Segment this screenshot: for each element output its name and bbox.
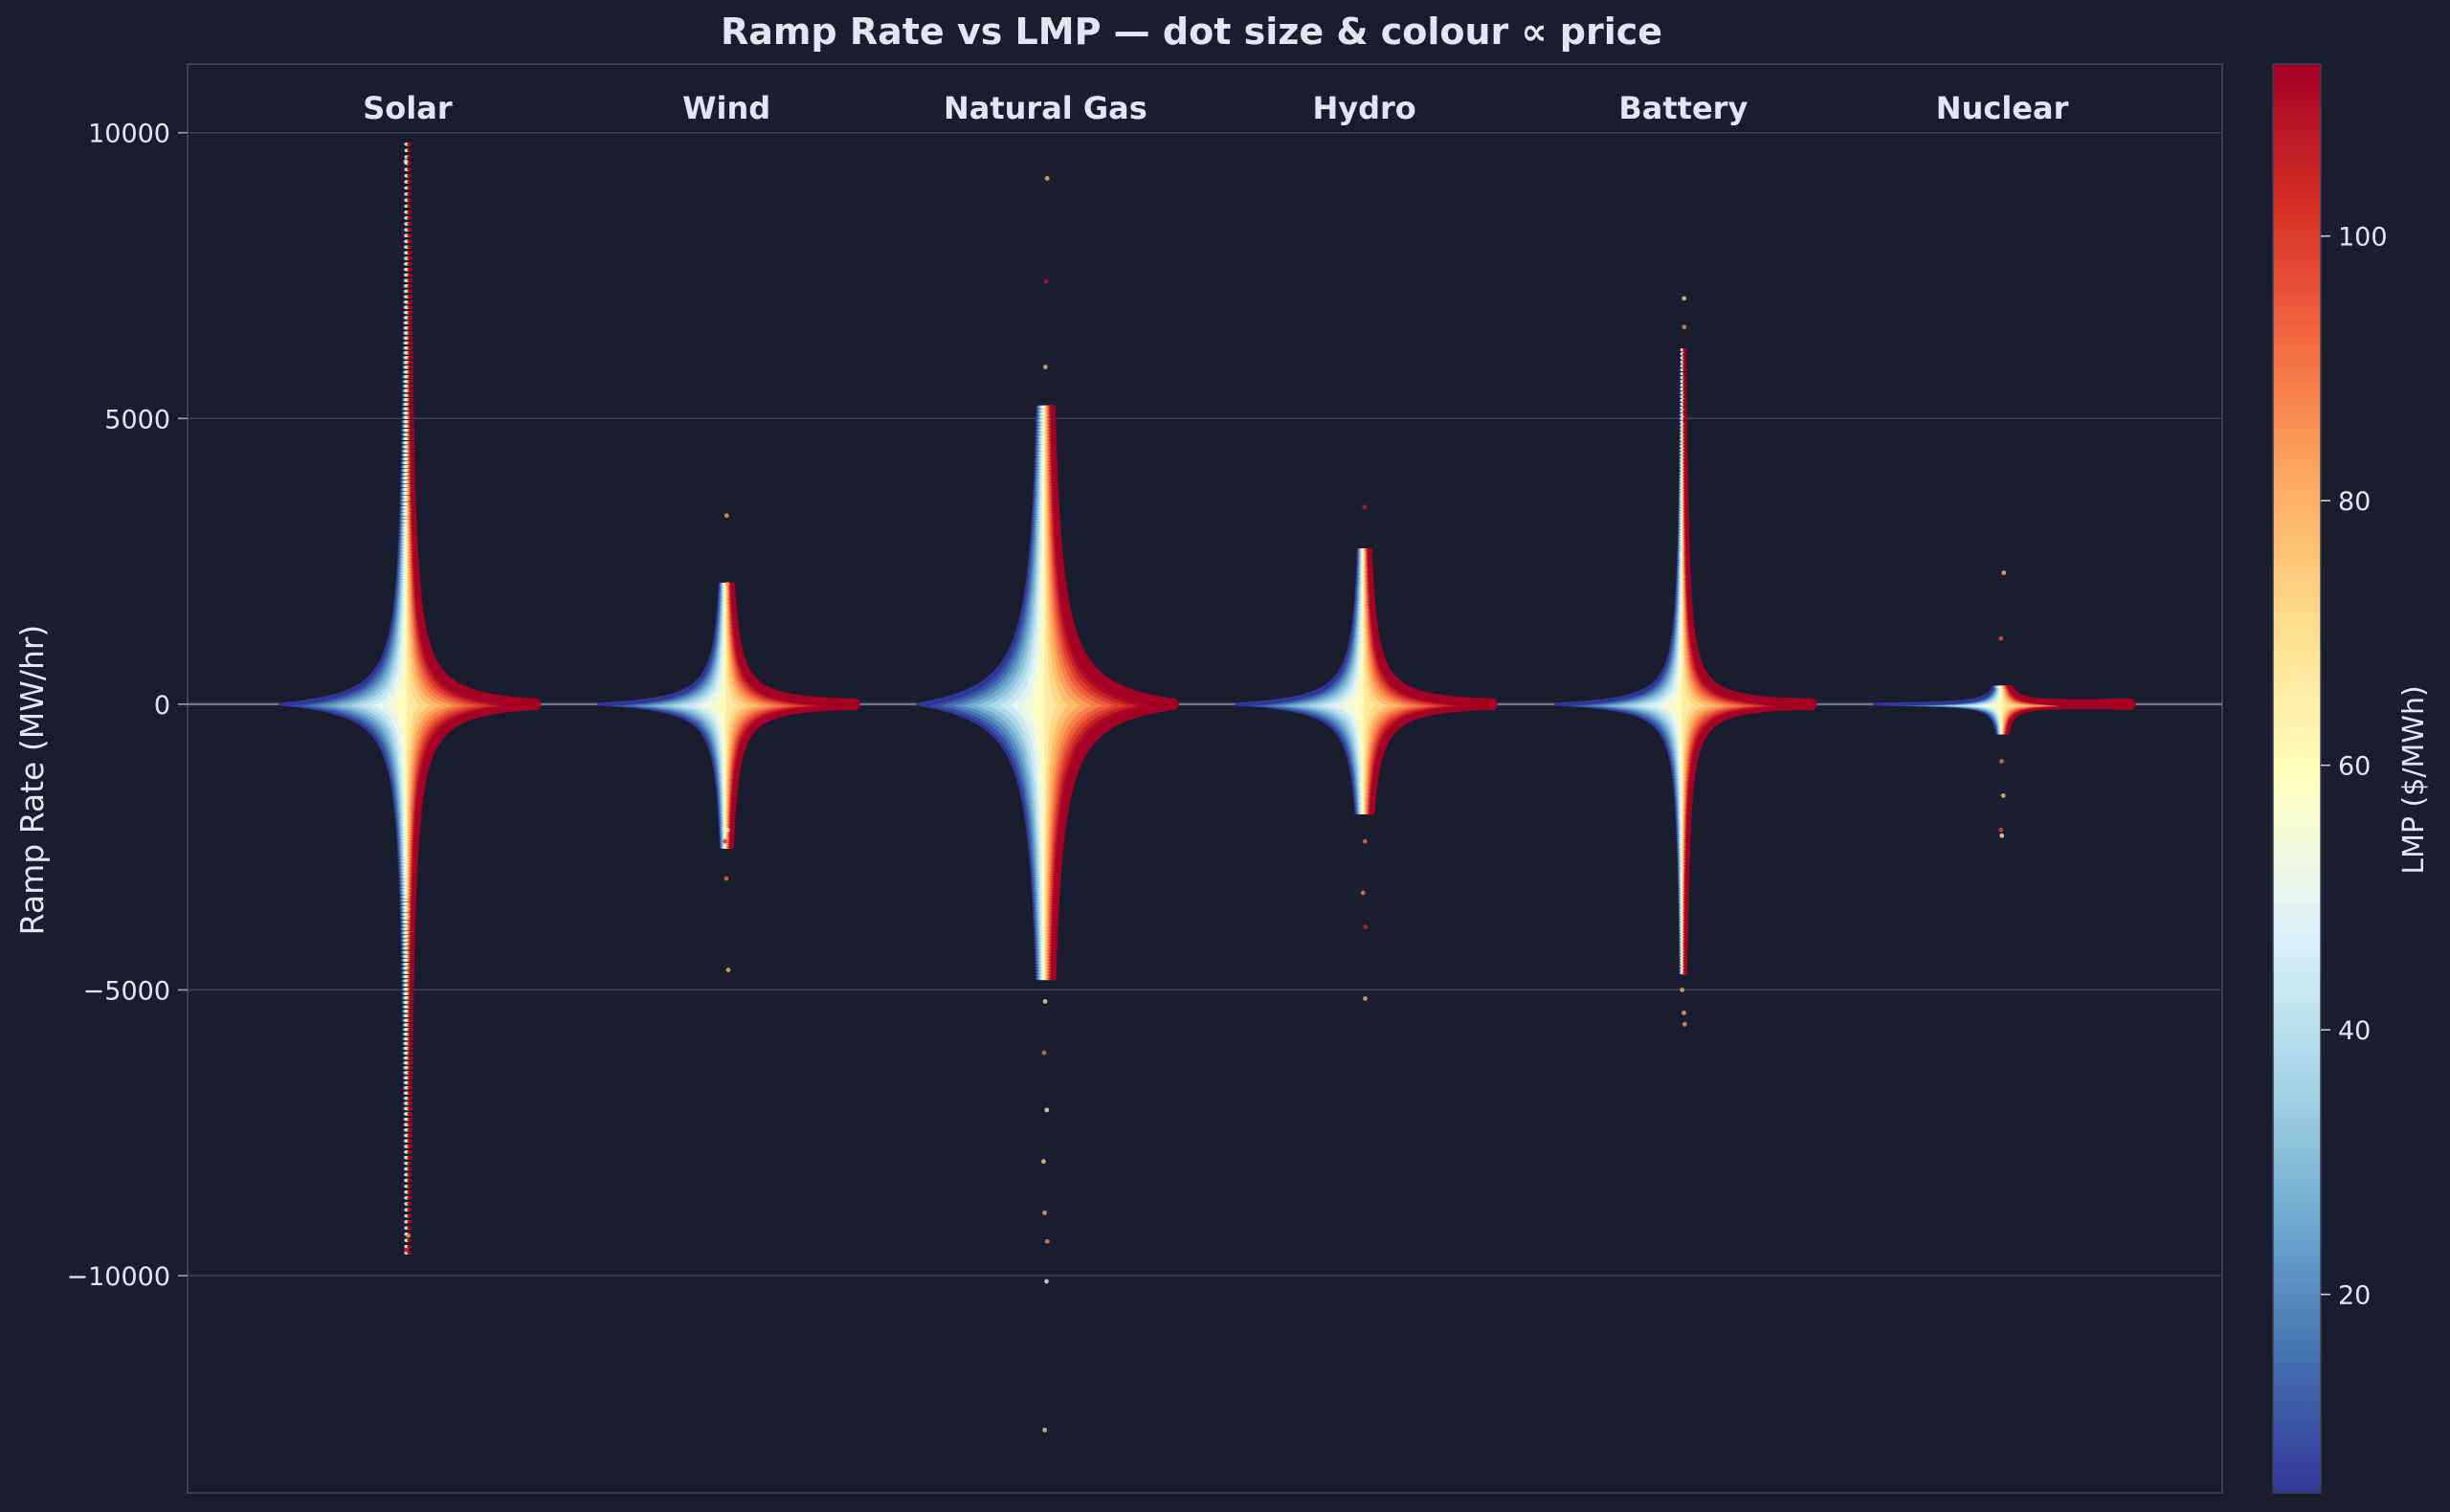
swarm-point-edge <box>411 967 414 970</box>
swarm-point-edge <box>410 1046 413 1050</box>
swarm-point-edge <box>412 916 415 920</box>
swarm-point-edge <box>410 1036 413 1040</box>
swarm-point-edge <box>411 979 414 983</box>
plot-area <box>188 64 2222 1493</box>
swarm-point-edge <box>410 996 413 1000</box>
swarm-point-edge <box>412 920 415 923</box>
swarm-point-edge <box>411 974 414 978</box>
swarm-point-edge <box>409 1080 412 1084</box>
swarm-point-edge <box>411 950 414 954</box>
swarm-point-edge <box>410 1028 413 1032</box>
swarm-point-edge <box>409 1150 412 1154</box>
swarm-point-edge <box>409 1106 412 1110</box>
swarm-point-edge <box>410 1051 413 1055</box>
swarm-point-edge <box>412 935 415 939</box>
swarm-point-edge <box>411 954 414 958</box>
swarm-point-edge <box>412 927 415 931</box>
swarm-solar <box>280 145 542 1254</box>
swarm-point-edge <box>411 943 414 946</box>
swarm-point-edge <box>410 1041 413 1045</box>
swarm-point-edge <box>410 1018 413 1022</box>
swarm-point-edge <box>410 1010 413 1013</box>
swarm-point-edge <box>410 1033 413 1036</box>
swarm-point-edge <box>411 991 414 995</box>
swarm-point-edge <box>412 912 415 916</box>
swarm-point-edge <box>412 939 415 943</box>
swarm-point-edge <box>411 962 414 966</box>
y-axis-label: Ramp Rate (MW/hr) <box>13 625 51 936</box>
swarm-point-edge <box>411 946 414 950</box>
swarm-point-edge <box>409 1128 412 1132</box>
swarm-point-edge <box>410 1066 413 1070</box>
swarm-point-edge <box>410 1005 413 1009</box>
swarm-point-edge <box>409 1139 412 1143</box>
swarm-point-edge <box>409 1086 412 1090</box>
swarm-point-edge <box>411 983 414 987</box>
swarm-point-edge <box>410 1023 413 1027</box>
swarm-point-edge <box>411 970 414 974</box>
swarm-point-edge <box>409 1101 412 1105</box>
colorbar-label: LMP ($/MWh) <box>2397 685 2431 874</box>
swarm-point-edge <box>410 1061 413 1065</box>
swarm-point-edge <box>409 1096 412 1100</box>
swarm-point-edge <box>409 1156 412 1160</box>
swarm-point-edge <box>410 1056 413 1059</box>
swarm-point-edge <box>412 923 415 927</box>
swarm-point-edge <box>409 1123 412 1126</box>
swarm-point-edge <box>410 1013 413 1017</box>
swarm-point-edge <box>409 1091 412 1095</box>
swarm-point-edge <box>412 931 415 935</box>
plot-border <box>188 64 2222 1493</box>
swarm-point-edge <box>411 988 414 991</box>
swarm-point-edge <box>410 1000 413 1004</box>
swarm-point-edge <box>409 1076 412 1079</box>
swarm-point-edge <box>409 1112 412 1116</box>
swarm-layer <box>280 145 2136 1433</box>
swarm-point-edge <box>411 958 414 962</box>
chart-title: Ramp Rate vs LMP — dot size & colour ∝ p… <box>721 11 1662 53</box>
swarm-point-edge <box>409 1133 412 1137</box>
swarm-point-edge <box>410 1071 413 1075</box>
swarm-point-edge <box>409 1145 412 1148</box>
swarm-point-edge <box>409 1117 412 1121</box>
